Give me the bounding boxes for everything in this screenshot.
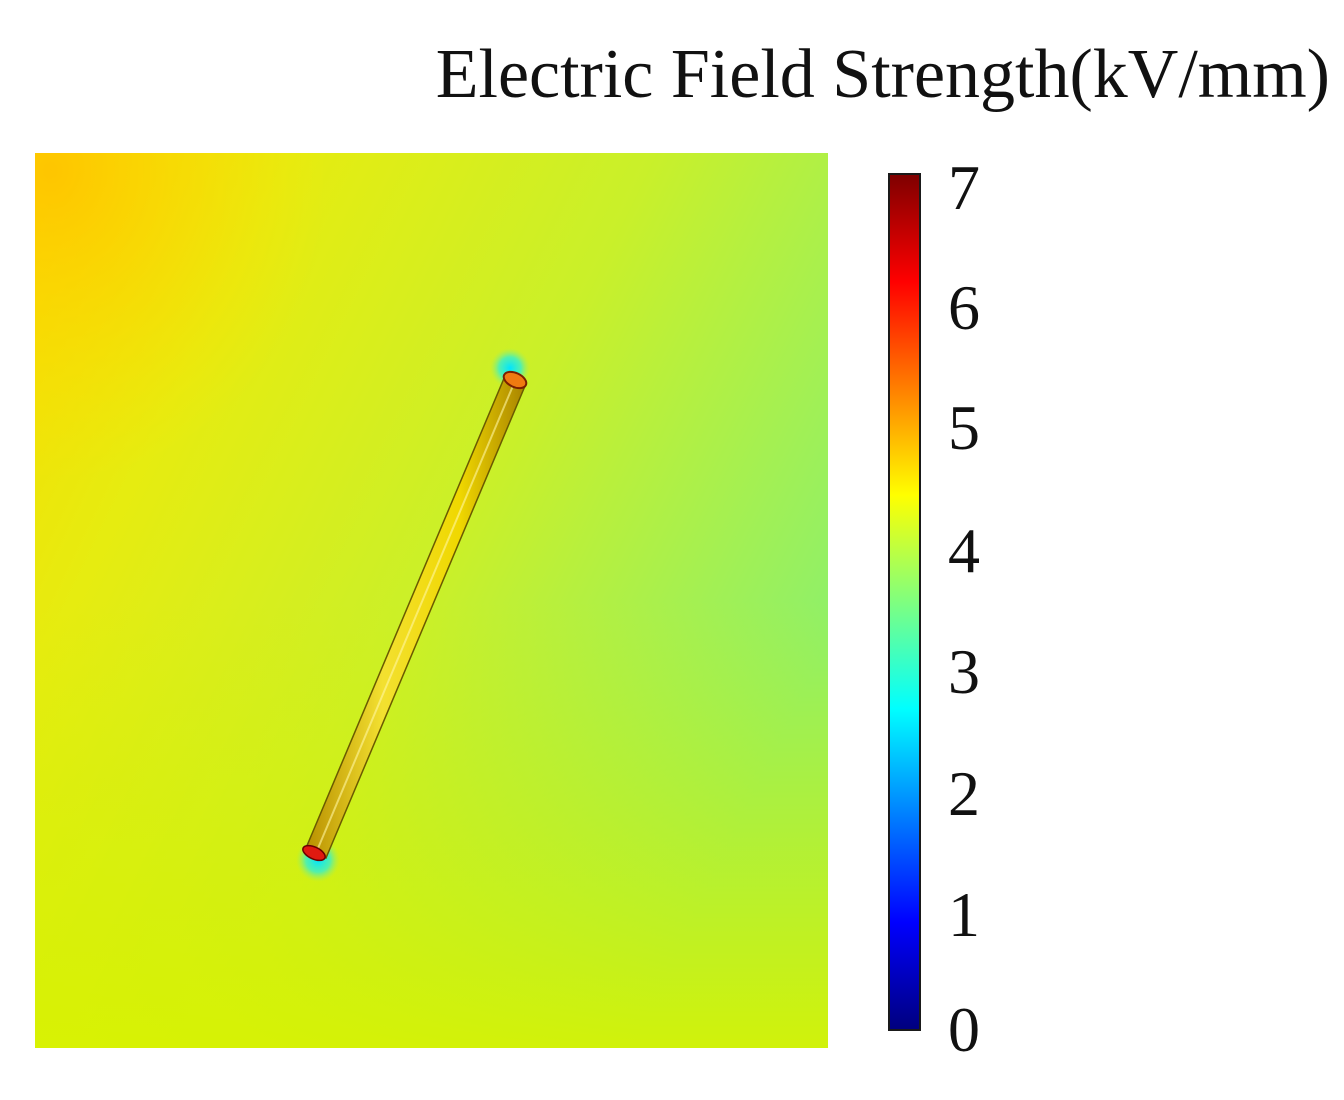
colorbar-tick-label: 7 [948, 152, 980, 223]
colorbar [888, 173, 921, 1031]
colorbar-tick-label: 6 [948, 272, 980, 343]
rod-bottom-end [302, 844, 326, 862]
colorbar-tick-label: 0 [948, 994, 980, 1065]
rod-top-end [502, 370, 528, 390]
colorbar-tick-label: 3 [948, 636, 980, 707]
colorbar-tick-label: 5 [948, 392, 980, 463]
colorbar-tick-label: 4 [948, 515, 980, 586]
rod [302, 370, 528, 862]
colorbar-tick-label: 1 [948, 879, 980, 950]
colorbar-tick-label: 2 [948, 758, 980, 829]
colorbar-title: Electric Field Strength(kV/mm) [435, 36, 1330, 113]
